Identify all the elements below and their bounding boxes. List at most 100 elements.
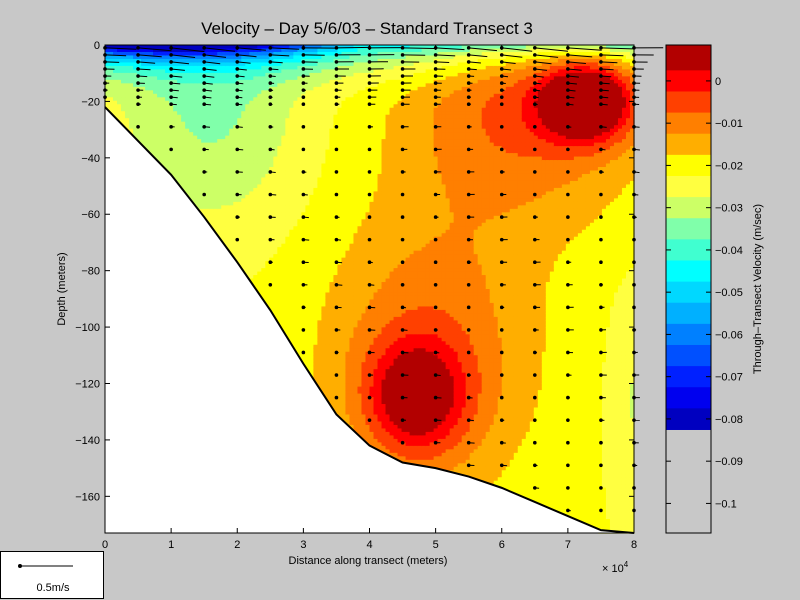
field-cell <box>321 48 327 53</box>
field-cell <box>297 219 302 224</box>
field-cell <box>373 341 379 346</box>
field-cell <box>345 163 351 168</box>
field-cell <box>277 191 282 196</box>
field-cell <box>181 153 186 158</box>
field-cell <box>381 184 387 189</box>
field-cell <box>357 292 363 297</box>
field-cell <box>141 97 146 102</box>
field-cell <box>297 330 302 335</box>
field-cell <box>173 132 178 137</box>
field-cell <box>381 233 387 238</box>
field-cell <box>361 348 367 353</box>
field-cell <box>353 372 359 377</box>
field-cell <box>217 180 222 186</box>
field-cell <box>369 362 375 367</box>
field-cell <box>261 222 266 227</box>
field-cell <box>245 51 250 57</box>
field-cell <box>297 180 302 186</box>
field-cell <box>373 236 379 241</box>
field-cell <box>233 180 238 186</box>
field-cell <box>277 163 282 168</box>
field-cell <box>361 271 367 276</box>
field-cell <box>349 93 355 98</box>
field-cell <box>189 191 194 196</box>
field-cell <box>357 268 363 273</box>
field-cell <box>213 118 218 123</box>
field-cell <box>361 334 367 339</box>
field-cell <box>133 55 138 60</box>
field-cell <box>217 184 222 189</box>
field-cell <box>385 55 391 60</box>
field-cell <box>301 201 306 206</box>
field-cell <box>229 97 234 102</box>
field-cell <box>269 90 274 95</box>
field-cell <box>209 125 214 130</box>
field-cell <box>257 83 262 88</box>
field-cell <box>337 167 343 172</box>
field-cell <box>357 372 363 377</box>
field-cell <box>193 93 198 98</box>
field-cell <box>105 100 110 105</box>
field-cell <box>385 76 391 81</box>
field-cell <box>257 222 262 227</box>
field-cell <box>305 205 310 210</box>
field-cell <box>297 153 302 158</box>
field-cell <box>189 149 194 154</box>
field-cell <box>189 93 194 98</box>
field-cell <box>337 327 343 332</box>
field-cell <box>289 156 294 161</box>
field-cell <box>153 62 158 67</box>
field-cell <box>181 163 186 168</box>
field-cell <box>157 132 162 137</box>
field-cell <box>309 201 314 206</box>
field-cell <box>353 313 359 318</box>
field-cell <box>325 153 331 158</box>
field-cell <box>277 243 282 248</box>
field-cell <box>177 132 182 137</box>
field-cell <box>245 167 250 172</box>
field-cell <box>341 299 347 304</box>
field-cell <box>329 313 335 318</box>
field-cell <box>309 149 314 154</box>
field-cell <box>333 128 339 133</box>
field-cell <box>297 271 302 276</box>
field-cell <box>325 285 331 290</box>
field-cell <box>353 369 359 374</box>
field-cell <box>381 438 387 443</box>
field-cell <box>161 86 166 91</box>
field-cell <box>345 160 351 165</box>
field-cell <box>369 302 375 308</box>
field-cell <box>333 358 339 363</box>
field-cell <box>269 163 274 168</box>
field-cell <box>185 180 190 186</box>
field-cell <box>317 97 323 102</box>
field-cell <box>257 240 262 245</box>
field-cell <box>217 146 222 151</box>
field-cell <box>169 139 174 144</box>
field-cell <box>369 254 375 259</box>
field-cell <box>305 167 310 172</box>
field-cell <box>285 111 290 116</box>
field-cell <box>121 114 126 119</box>
field-cell <box>293 275 298 280</box>
field-cell <box>385 132 391 137</box>
field-cell <box>369 160 375 165</box>
field-cell <box>341 107 347 112</box>
field-cell <box>173 173 178 179</box>
field-cell <box>345 114 351 119</box>
field-cell <box>389 107 395 112</box>
field-cell <box>125 121 130 126</box>
field-cell <box>277 156 282 161</box>
field-cell <box>117 107 122 112</box>
field-cell <box>377 51 383 57</box>
field-cell <box>109 86 114 91</box>
field-cell <box>237 79 242 84</box>
field-cell <box>373 292 379 297</box>
field-cell <box>353 201 359 206</box>
field-cell <box>353 261 359 266</box>
field-cell <box>377 386 383 391</box>
field-cell <box>297 51 302 57</box>
field-cell <box>153 83 158 88</box>
field-cell <box>217 198 222 203</box>
field-cell <box>197 125 202 130</box>
